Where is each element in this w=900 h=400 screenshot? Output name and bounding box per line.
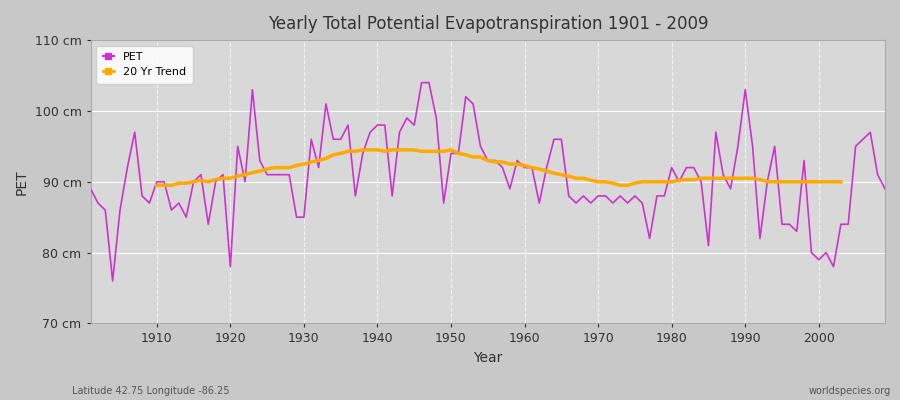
Text: worldspecies.org: worldspecies.org [809, 386, 891, 396]
Y-axis label: PET: PET [15, 169, 29, 194]
Title: Yearly Total Potential Evapotranspiration 1901 - 2009: Yearly Total Potential Evapotranspiratio… [267, 15, 708, 33]
Legend: PET, 20 Yr Trend: PET, 20 Yr Trend [96, 46, 193, 84]
X-axis label: Year: Year [473, 351, 502, 365]
Text: Latitude 42.75 Longitude -86.25: Latitude 42.75 Longitude -86.25 [72, 386, 230, 396]
